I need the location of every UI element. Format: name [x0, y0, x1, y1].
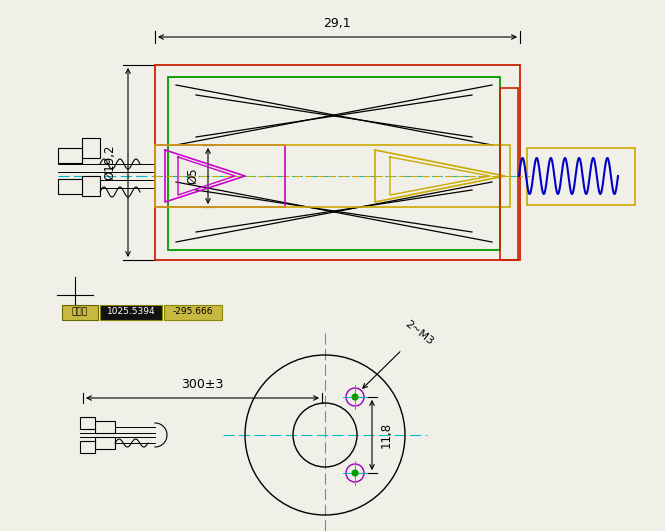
Circle shape: [352, 394, 358, 400]
Bar: [500, 88, 518, 260]
Text: Ø19,2: Ø19,2: [104, 144, 116, 180]
Text: 1025.5394: 1025.5394: [106, 307, 156, 316]
Text: 29,1: 29,1: [323, 16, 351, 30]
Text: Ø5: Ø5: [186, 168, 200, 184]
Text: -295.666: -295.666: [173, 307, 213, 316]
Bar: [155, 65, 520, 260]
Bar: [82, 138, 100, 158]
Text: 命令：: 命令：: [72, 307, 88, 316]
Bar: [155, 145, 510, 207]
Bar: [62, 305, 98, 320]
Bar: [58, 179, 82, 194]
Bar: [58, 148, 82, 163]
Text: 300±3: 300±3: [181, 378, 223, 390]
Bar: [95, 421, 115, 433]
Bar: [80, 441, 95, 453]
Circle shape: [352, 470, 358, 476]
Text: 2~M3: 2~M3: [363, 319, 435, 388]
Bar: [164, 305, 222, 320]
Bar: [95, 437, 115, 449]
Bar: [155, 145, 285, 207]
Bar: [527, 148, 635, 205]
Bar: [80, 417, 95, 429]
Text: 11,8: 11,8: [380, 422, 392, 448]
Bar: [168, 77, 500, 250]
Bar: [82, 176, 100, 196]
Bar: [100, 305, 162, 320]
